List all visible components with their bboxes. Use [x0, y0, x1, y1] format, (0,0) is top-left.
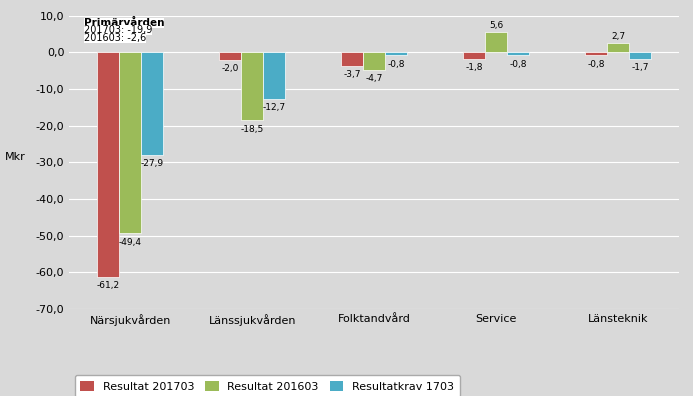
Text: -0,8: -0,8 — [387, 60, 405, 69]
Bar — [585, 52, 607, 55]
Text: 2,7: 2,7 — [611, 32, 625, 41]
Text: -27,9: -27,9 — [141, 159, 164, 168]
Bar — [507, 52, 529, 55]
Text: -49,4: -49,4 — [119, 238, 142, 247]
Text: -1,7: -1,7 — [631, 63, 649, 72]
Bar — [219, 52, 241, 60]
Bar — [241, 52, 263, 120]
Bar — [363, 52, 385, 70]
Text: 5,6: 5,6 — [489, 21, 503, 30]
Text: 201603: -2,6: 201603: -2,6 — [84, 33, 146, 44]
Bar — [341, 52, 363, 66]
Text: -12,7: -12,7 — [263, 103, 286, 112]
Text: -3,7: -3,7 — [344, 70, 361, 80]
Y-axis label: Mkr: Mkr — [5, 152, 26, 162]
Text: 201703: -19,9: 201703: -19,9 — [84, 25, 152, 35]
Bar — [607, 43, 629, 52]
Legend: Resultat 201703, Resultat 201603, Resultatkrav 1703: Resultat 201703, Resultat 201603, Result… — [75, 375, 459, 396]
Text: -1,8: -1,8 — [466, 63, 483, 72]
Text: -18,5: -18,5 — [240, 125, 264, 133]
Bar — [141, 52, 164, 155]
Bar — [629, 52, 651, 59]
Text: Primärvården: Primärvården — [84, 18, 164, 28]
Bar — [263, 52, 286, 99]
Bar — [485, 32, 507, 52]
Text: -0,8: -0,8 — [588, 60, 605, 69]
Bar — [119, 52, 141, 233]
Bar — [97, 52, 119, 277]
Bar — [463, 52, 485, 59]
Bar — [385, 52, 407, 55]
Text: -0,8: -0,8 — [509, 60, 527, 69]
Text: -4,7: -4,7 — [365, 74, 383, 83]
Text: -2,0: -2,0 — [222, 64, 239, 73]
Text: -61,2: -61,2 — [97, 281, 120, 290]
